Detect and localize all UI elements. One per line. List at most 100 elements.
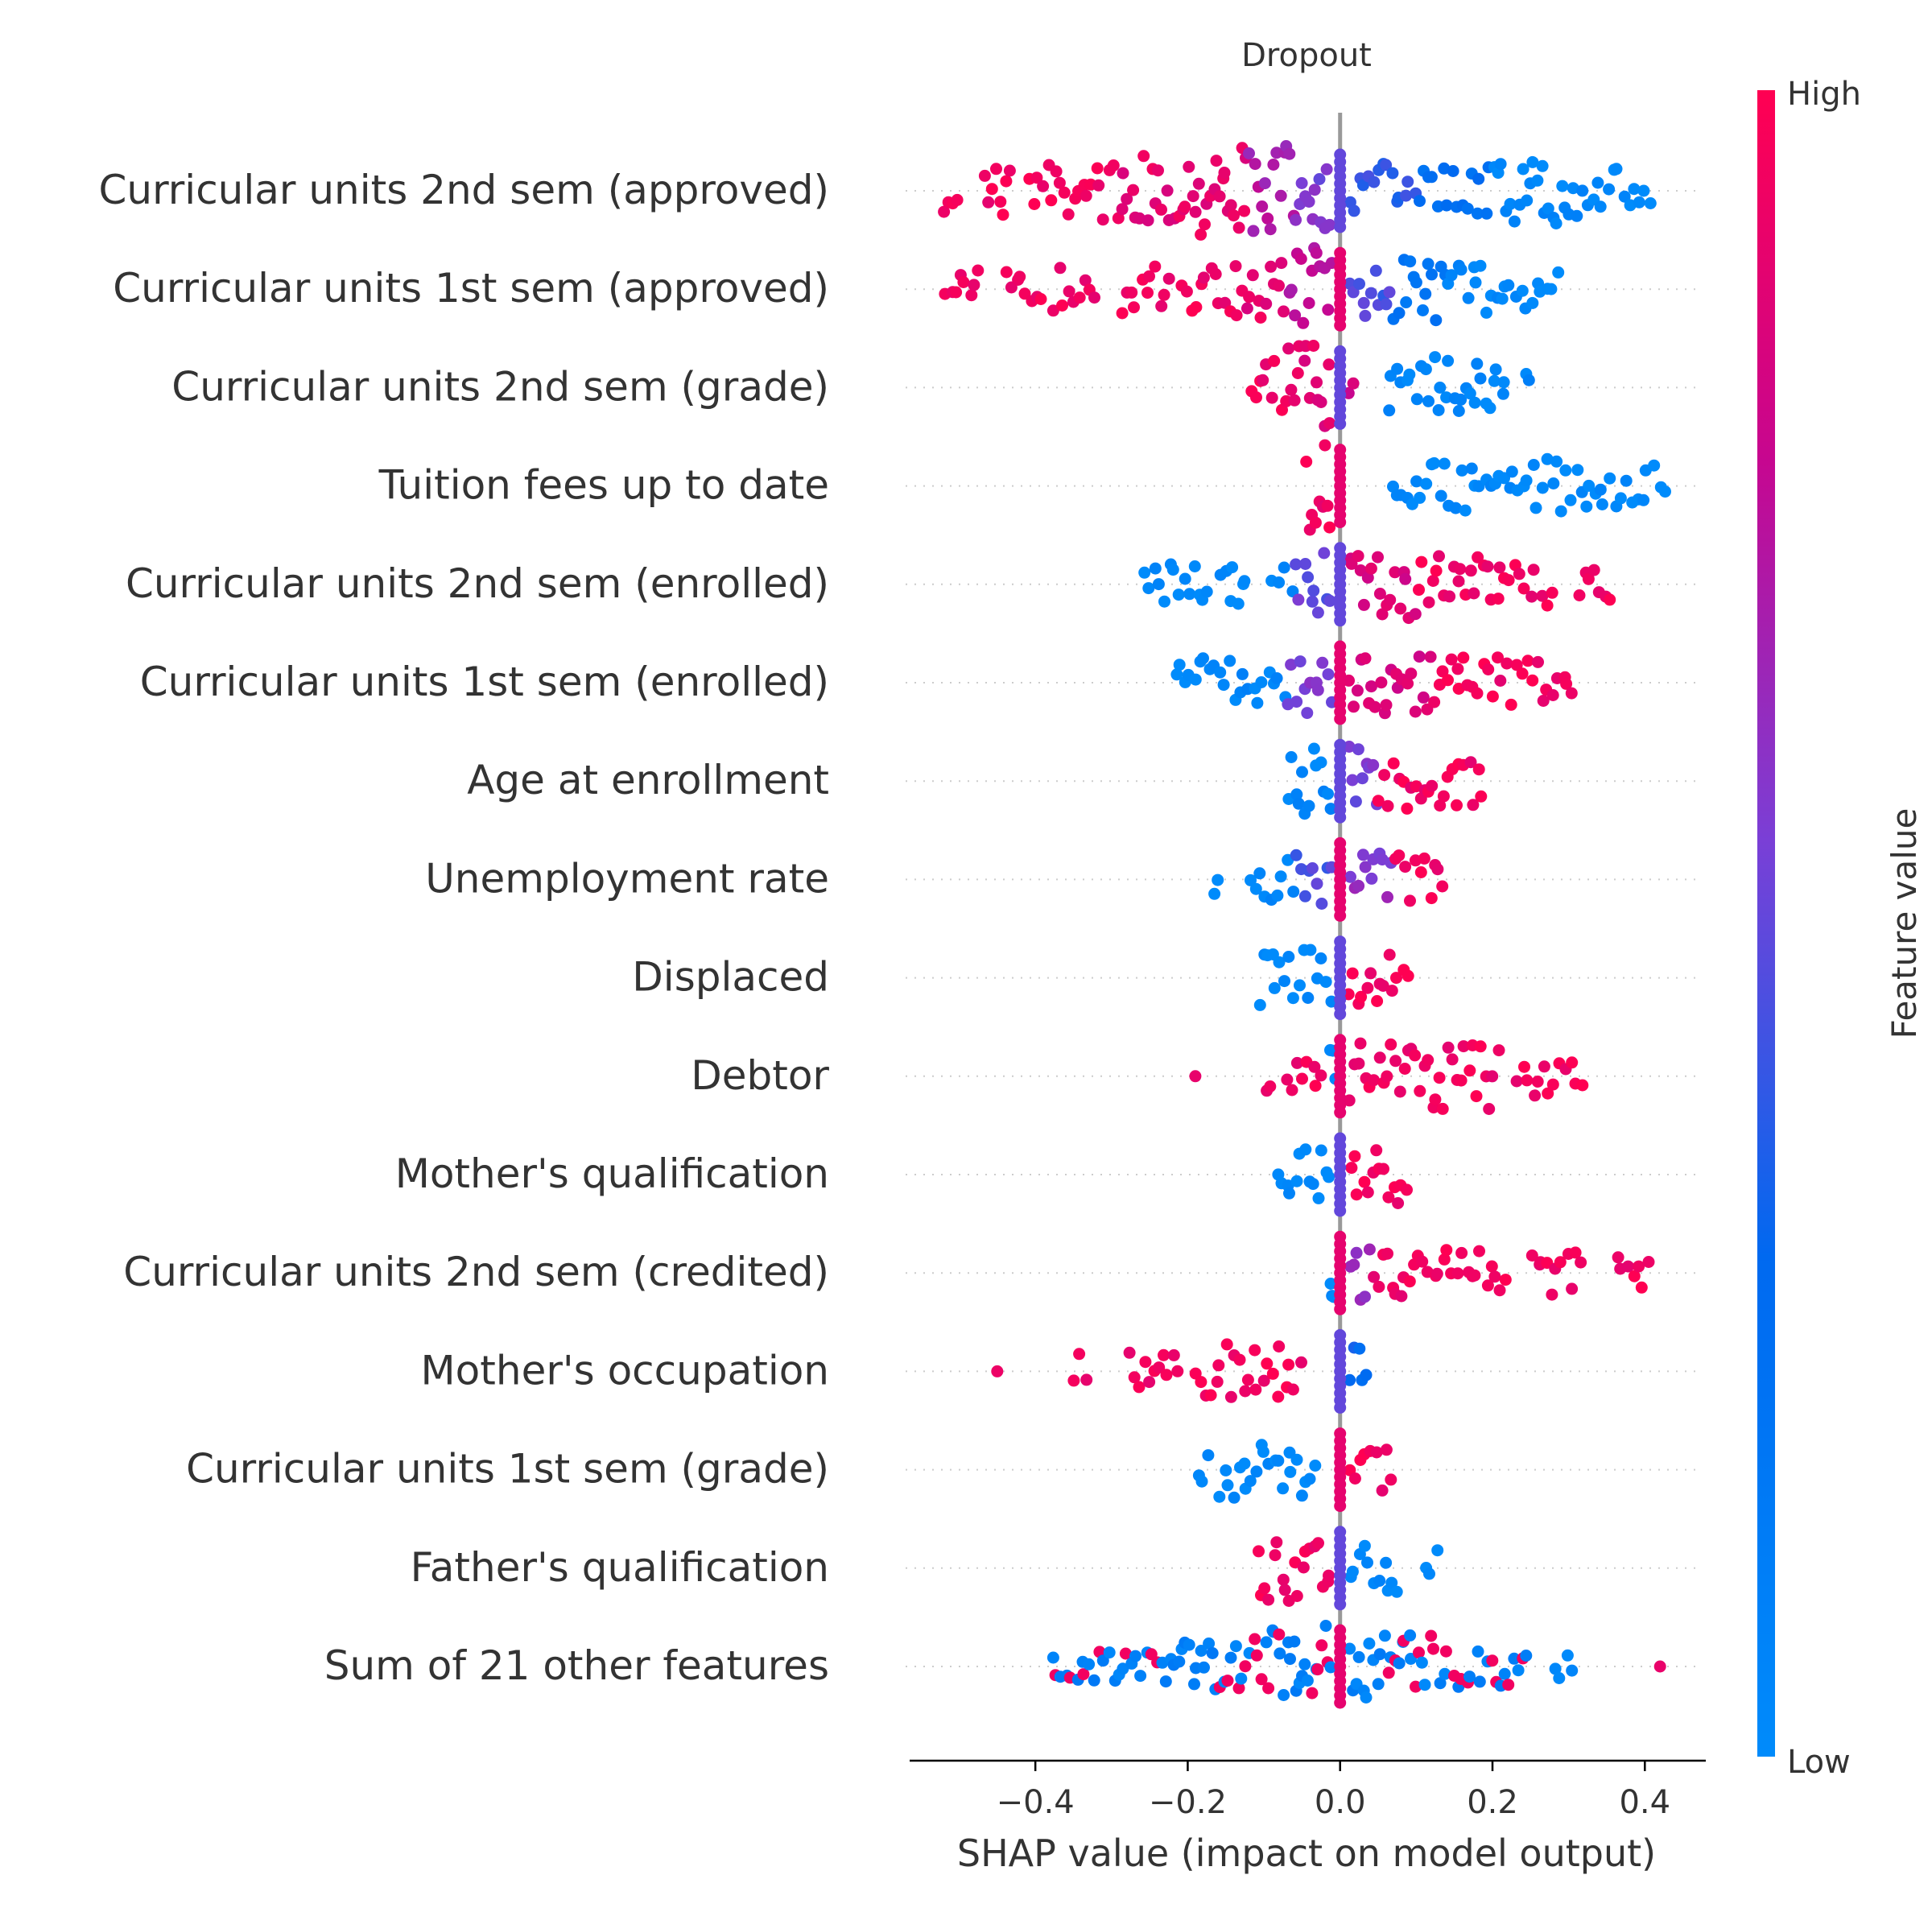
- shap-dot: [1285, 751, 1298, 763]
- shap-dot: [1537, 695, 1550, 707]
- shap-dot: [1348, 204, 1360, 217]
- shap-dot: [1576, 184, 1589, 197]
- shap-dot: [1286, 1383, 1299, 1396]
- shap-dot: [1376, 1484, 1389, 1497]
- shap-dot: [1494, 675, 1507, 687]
- shap-dot: [1571, 209, 1583, 222]
- shap-dot: [1559, 464, 1572, 477]
- shap-dot: [1197, 271, 1210, 284]
- shap-dot: [1334, 614, 1347, 627]
- shap-dot: [1492, 651, 1504, 664]
- shap-dot: [1550, 455, 1563, 468]
- shap-dot: [1228, 209, 1240, 222]
- shap-dot: [1296, 1072, 1308, 1085]
- shap-dot: [1304, 944, 1317, 956]
- shap-dot: [1422, 258, 1435, 271]
- shap-dot: [1573, 589, 1586, 601]
- shap-dot: [1236, 667, 1249, 680]
- shap-dot: [1482, 663, 1495, 675]
- shap-dot: [1468, 587, 1480, 600]
- shap-dot: [1272, 1454, 1285, 1467]
- shap-dot: [1260, 297, 1273, 310]
- shap-dot: [1415, 1656, 1428, 1669]
- shap-dot: [1107, 159, 1120, 171]
- shap-dot: [1571, 464, 1584, 477]
- shap-dot: [1306, 595, 1319, 608]
- shap-dot: [1277, 1482, 1290, 1495]
- shap-dot: [978, 169, 991, 182]
- shap-dot: [1300, 456, 1313, 468]
- shap-dot: [1152, 578, 1165, 591]
- shap-dot: [1221, 1675, 1234, 1687]
- shap-dot: [951, 193, 964, 206]
- shap-dot: [1430, 564, 1443, 577]
- shap-dot: [1274, 1647, 1286, 1660]
- shap-dot: [1295, 1356, 1307, 1369]
- shap-dot: [1270, 672, 1283, 684]
- shap-dot: [1400, 296, 1413, 308]
- shap-dot: [1200, 585, 1213, 598]
- shap-dot: [1402, 969, 1414, 982]
- shap-dot: [1303, 1472, 1316, 1485]
- feature-label: Father's qualification: [411, 1544, 829, 1591]
- shap-dot: [1189, 1070, 1202, 1083]
- shap-dot: [1383, 286, 1396, 299]
- shap-dot: [1526, 674, 1539, 687]
- shap-dot: [1436, 1102, 1449, 1115]
- shap-dot: [1290, 558, 1302, 571]
- shap-dot: [1232, 597, 1245, 610]
- shap-dot: [1179, 200, 1191, 213]
- shap-dot: [1372, 551, 1384, 564]
- shap-dot: [1161, 184, 1174, 197]
- shap-dot: [1324, 1278, 1337, 1290]
- shap-dot: [1173, 659, 1186, 671]
- shap-dot: [1292, 797, 1305, 810]
- shap-dot: [1480, 207, 1493, 220]
- shap-dot: [1347, 377, 1360, 390]
- shap-dot: [1000, 175, 1013, 188]
- feature-label: Displaced: [632, 954, 829, 1001]
- shap-dot: [1471, 207, 1484, 220]
- shap-dot: [1472, 551, 1484, 564]
- shap-dot: [1290, 696, 1303, 708]
- shap-dot: [1117, 167, 1129, 180]
- shap-dot: [1296, 766, 1308, 778]
- shap-dot: [1179, 572, 1191, 585]
- shap-dot: [1138, 566, 1151, 579]
- shap-dot: [1556, 180, 1569, 192]
- shap-dot: [1034, 293, 1047, 305]
- shap-dot: [1463, 1671, 1476, 1683]
- shap-dot: [1381, 799, 1394, 812]
- shap-dot: [1290, 1175, 1303, 1187]
- shap-dot: [1494, 158, 1507, 171]
- shap-dot: [1475, 790, 1488, 803]
- shap-dot: [1404, 255, 1417, 268]
- shap-dot: [1348, 1472, 1361, 1485]
- shap-dot: [1294, 979, 1306, 992]
- shap-dot: [1255, 1673, 1268, 1686]
- shap-dot: [1158, 288, 1170, 301]
- shap-dot: [1297, 316, 1310, 329]
- shap-dot: [1564, 494, 1577, 506]
- shap-dot: [1054, 262, 1067, 275]
- shap-dot: [1295, 177, 1308, 189]
- shap-dot: [1307, 584, 1320, 597]
- shap-dot: [1249, 158, 1261, 171]
- shap-dot: [1368, 1074, 1380, 1087]
- shap-dot: [1361, 572, 1374, 584]
- shap-dot: [1393, 1657, 1406, 1670]
- shap-dot: [1343, 1094, 1356, 1107]
- shap-dot: [1239, 1385, 1252, 1398]
- shap-dot: [1067, 1374, 1080, 1387]
- shap-dot: [1364, 287, 1377, 299]
- shap-dot: [1334, 1303, 1347, 1315]
- shap-dot: [1334, 1696, 1347, 1709]
- shap-dot: [1368, 176, 1381, 188]
- shap-dot: [1360, 1369, 1373, 1381]
- shap-dot: [1560, 677, 1573, 690]
- shap-dot: [1309, 1460, 1322, 1472]
- shap-dot: [1229, 1640, 1242, 1653]
- shap-dot: [1265, 260, 1278, 273]
- shap-dot: [1210, 155, 1223, 167]
- shap-dot: [1385, 1038, 1397, 1051]
